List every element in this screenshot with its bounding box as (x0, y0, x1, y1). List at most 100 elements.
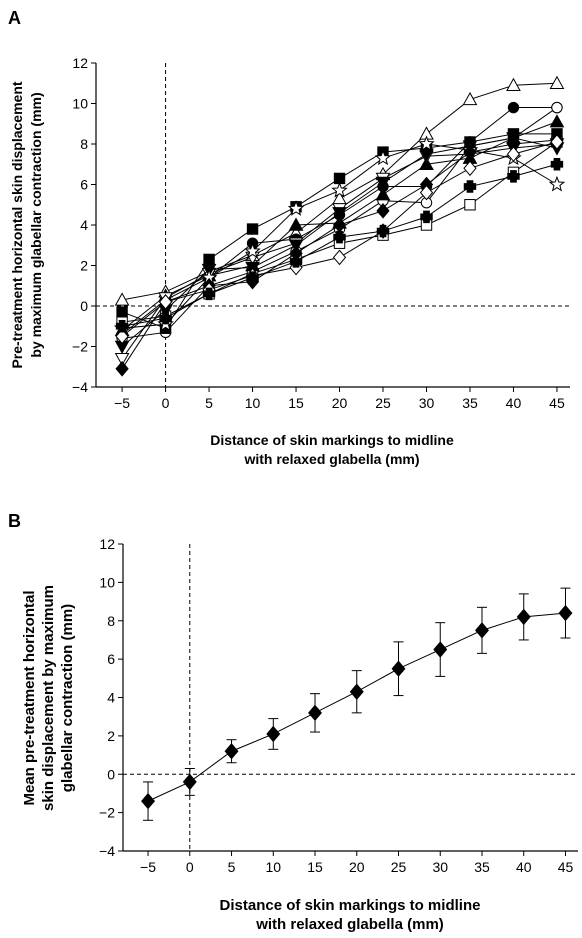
data-point (463, 180, 477, 193)
data-point (420, 210, 433, 224)
data-point (507, 101, 520, 114)
data-point (463, 144, 477, 160)
x-tick-label: 0 (162, 395, 170, 411)
x-tick-label: 40 (516, 859, 532, 875)
y-tick-label: 8 (107, 613, 115, 629)
x-axis-label: Distance of skin markings to midline (210, 432, 454, 448)
y-tick-label: −2 (72, 339, 88, 355)
data-point (507, 170, 520, 183)
y-tick-label: 10 (72, 96, 88, 112)
data-point (391, 660, 406, 677)
x-tick-label: −5 (114, 395, 130, 411)
x-tick-label: 5 (205, 395, 213, 411)
x-tick-label: 35 (462, 395, 478, 411)
data-point (115, 328, 129, 345)
data-point (115, 360, 129, 377)
x-axis-label: with relaxed glabella (mm) (243, 451, 419, 467)
data-point (287, 200, 305, 216)
data-point (418, 135, 435, 152)
data-point (419, 184, 434, 201)
data-point (463, 160, 477, 177)
data-point (288, 217, 304, 231)
data-point (376, 203, 390, 219)
panel-b: B −4 −2 0 2 4 6 8 10 12 −5 0 5 10 15 20 25 30 35 40 45 Distan… (8, 511, 578, 933)
data-point (475, 622, 489, 639)
x-tick-label: 15 (307, 859, 323, 875)
x-tick-label: 40 (506, 395, 522, 411)
data-point (115, 320, 129, 333)
data-point (516, 608, 531, 626)
y-tick-label: −4 (72, 379, 88, 395)
data-point (464, 199, 476, 211)
x-tick-label: 45 (549, 395, 565, 411)
data-point (246, 271, 259, 284)
x-tick-label: −5 (140, 859, 156, 875)
series-diamond-filled (141, 587, 573, 821)
data-point (182, 773, 197, 791)
data-point (550, 158, 564, 171)
y-tick-label: 6 (107, 651, 115, 667)
data-point (246, 223, 259, 235)
y-tick-label: 12 (99, 536, 115, 552)
x-tick-label: 0 (186, 859, 194, 875)
y-tick-label: 6 (80, 177, 88, 193)
data-point (159, 311, 172, 325)
data-point (462, 91, 478, 106)
data-point (331, 181, 348, 198)
x-tick-label: 25 (391, 859, 407, 875)
x-tick-label: 15 (288, 395, 304, 411)
x-axis-label: Distance of skin markings to midline (220, 897, 481, 914)
y-tick-label: 4 (107, 690, 115, 706)
data-point (375, 176, 391, 191)
x-tick-label: 20 (332, 395, 348, 411)
y-tick-label: 10 (99, 574, 115, 590)
y-axis-label: glabellar contraction (mm) (59, 604, 76, 792)
y-axis-label: skin displacement by maximum (40, 585, 57, 811)
x-tick-label: 10 (265, 859, 281, 875)
data-point (244, 242, 261, 259)
x-tick-label: 45 (558, 859, 574, 875)
data-point (376, 224, 390, 238)
y-tick-label: −2 (99, 805, 115, 821)
data-point (374, 149, 392, 166)
y-axis-label: Pre-treatment horizontal skin displaceme… (9, 81, 25, 368)
data-point (506, 77, 521, 91)
x-tick-label: 10 (245, 395, 261, 411)
data-point (375, 187, 391, 201)
y-tick-label: 8 (80, 136, 88, 152)
y-tick-label: 4 (80, 217, 88, 233)
data-point (506, 146, 521, 162)
y-axis-label: Mean pre-treatment horizontal (21, 590, 38, 805)
y-axis-label: by maximum glabellar contraction (mm) (28, 92, 44, 357)
x-axis-label: with relaxed glabella (mm) (255, 916, 444, 933)
data-point (224, 743, 239, 760)
data-point (266, 725, 281, 743)
data-point (332, 207, 347, 221)
x-tick-label: 20 (349, 859, 365, 875)
data-point (141, 792, 156, 810)
data-point (332, 249, 347, 266)
panel-letter: A (8, 8, 21, 28)
y-tick-label: 12 (72, 55, 88, 71)
x-tick-label: 30 (432, 859, 448, 875)
data-point (551, 101, 563, 114)
data-point (549, 114, 565, 128)
panel-a: A −4 −2 0 2 4 6 8 10 12 −5 0 5 10 15 20 25 30 35 40 45 Distan… (8, 8, 570, 467)
data-point (203, 253, 215, 266)
x-tick-label: 35 (474, 859, 490, 875)
data-point (349, 683, 364, 700)
y-tick-label: 2 (107, 728, 115, 744)
data-point (202, 287, 216, 301)
data-point (333, 230, 346, 244)
data-point (158, 294, 173, 310)
data-point (558, 604, 573, 622)
data-point (419, 148, 434, 162)
data-point (550, 134, 564, 150)
x-tick-label: 5 (228, 859, 236, 875)
data-point (116, 306, 128, 318)
x-tick-label: 25 (375, 395, 391, 411)
y-tick-label: 0 (107, 766, 115, 782)
y-tick-label: 0 (80, 298, 88, 314)
data-point (114, 292, 130, 306)
